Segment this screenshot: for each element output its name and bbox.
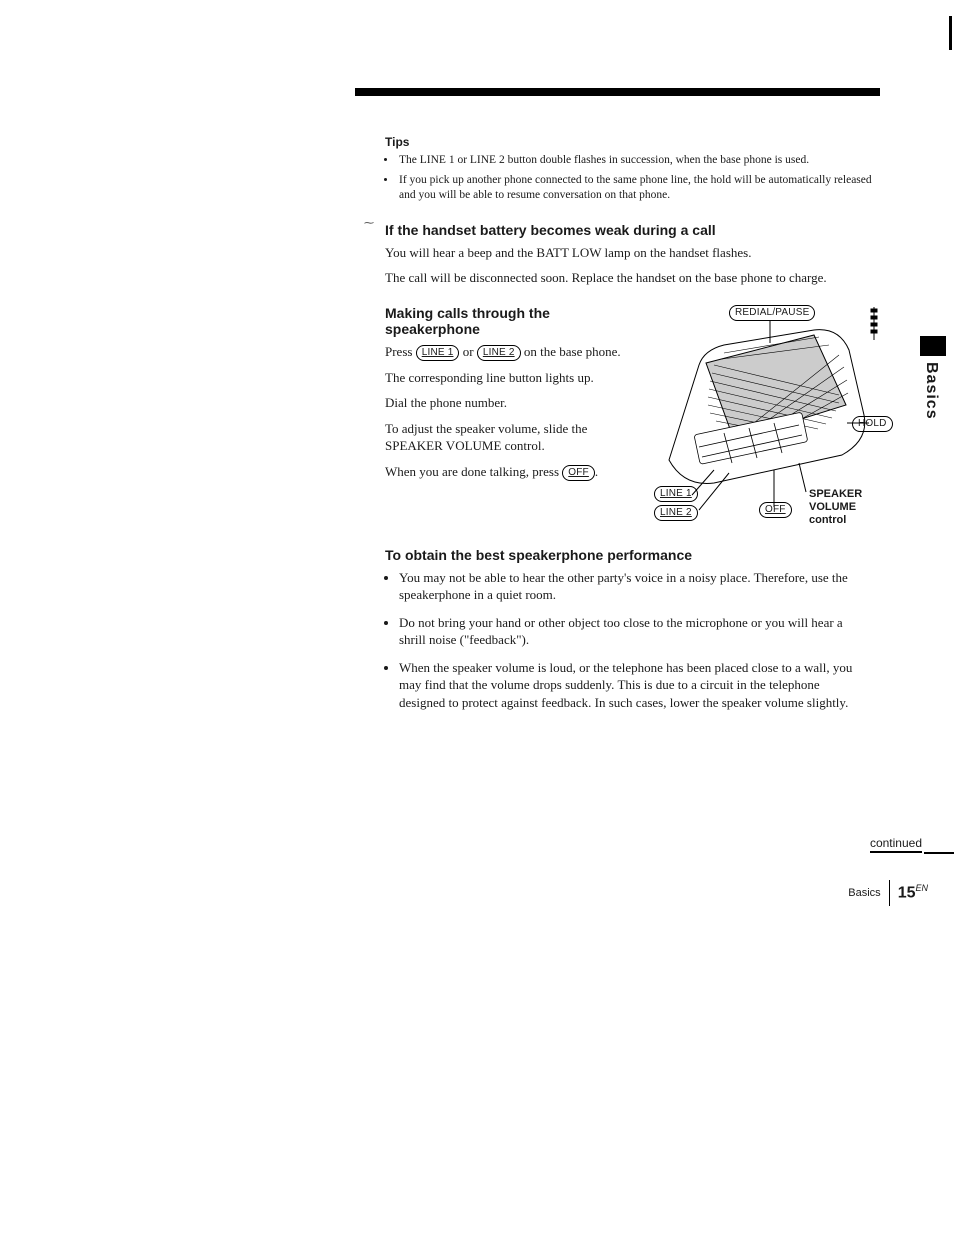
tips-item: The LINE 1 or LINE 2 button double flash…: [397, 153, 875, 169]
speaker-volume-label-line: VOLUME control: [809, 501, 879, 527]
off-button-icon: OFF: [562, 465, 595, 481]
speakerphone-paragraph: Press LINE 1 or LINE 2 on the base phone…: [385, 343, 630, 361]
page-edge-mark: [949, 16, 952, 50]
speakerphone-heading: Making calls through the speakerphone: [385, 305, 630, 337]
battery-paragraph: You will hear a beep and the BATT LOW la…: [385, 244, 875, 262]
performance-item: You may not be able to hear the other pa…: [399, 569, 875, 604]
speakerphone-paragraph: When you are done talking, press OFF.: [385, 463, 630, 481]
section-top-rule: [355, 88, 880, 96]
battery-paragraph: The call will be disconnected soon. Repl…: [385, 269, 875, 287]
side-tab-marker: [920, 336, 946, 356]
speakerphone-diagram-column: REDIAL/PAUSE: [644, 305, 879, 515]
speakerphone-paragraph: The corresponding line button lights up.: [385, 369, 630, 387]
page-footer: Basics 15EN: [848, 880, 928, 906]
footer-section-label: Basics: [848, 887, 880, 899]
stray-mark: ⁓: [364, 218, 374, 229]
footer-page-digits: 15: [898, 885, 916, 902]
speakerphone-text-column: Making calls through the speakerphone Pr…: [385, 305, 630, 489]
line1-button-icon: LINE 1: [416, 345, 460, 361]
tips-heading: Tips: [385, 135, 875, 149]
line1-button-icon: LINE 1: [654, 486, 698, 502]
speakerphone-paragraph: Dial the phone number.: [385, 394, 630, 412]
footer-page-number: 15EN: [898, 883, 928, 902]
text-fragment: or: [459, 344, 476, 359]
text-fragment: .: [595, 464, 598, 479]
performance-item: When the speaker volume is loud, or the …: [399, 659, 875, 712]
page-content: Tips The LINE 1 or LINE 2 button double …: [385, 135, 875, 721]
continued-rule: [924, 852, 954, 854]
section-side-tab: Basics: [910, 336, 954, 446]
speaker-volume-label-line: SPEAKER: [809, 488, 879, 501]
footer-separator: [889, 880, 890, 906]
battery-heading: If the handset battery becomes weak duri…: [385, 222, 875, 238]
performance-list: You may not be able to hear the other pa…: [385, 569, 875, 712]
footer-page-suffix: EN: [915, 883, 928, 893]
speakerphone-paragraph: To adjust the speaker volume, slide the …: [385, 420, 630, 455]
performance-heading: To obtain the best speakerphone performa…: [385, 547, 875, 563]
speaker-volume-label: SPEAKER VOLUME control: [809, 488, 879, 528]
side-tab-label: Basics: [922, 362, 940, 420]
hold-button-icon: HOLD: [852, 416, 893, 432]
performance-item: Do not bring your hand or other object t…: [399, 614, 875, 649]
text-fragment: Press: [385, 344, 416, 359]
continued-indicator: continued: [870, 836, 922, 853]
line2-button-icon: LINE 2: [654, 505, 698, 521]
text-fragment: When you are done talking, press: [385, 464, 562, 479]
tips-item: If you pick up another phone connected t…: [397, 173, 875, 204]
tips-list: The LINE 1 or LINE 2 button double flash…: [385, 153, 875, 204]
base-phone-diagram: REDIAL/PAUSE: [644, 305, 879, 515]
text-fragment: on the base phone.: [521, 344, 621, 359]
phone-base-illustration: [644, 305, 879, 515]
line2-button-icon: LINE 2: [477, 345, 521, 361]
off-button-icon: OFF: [759, 502, 792, 518]
